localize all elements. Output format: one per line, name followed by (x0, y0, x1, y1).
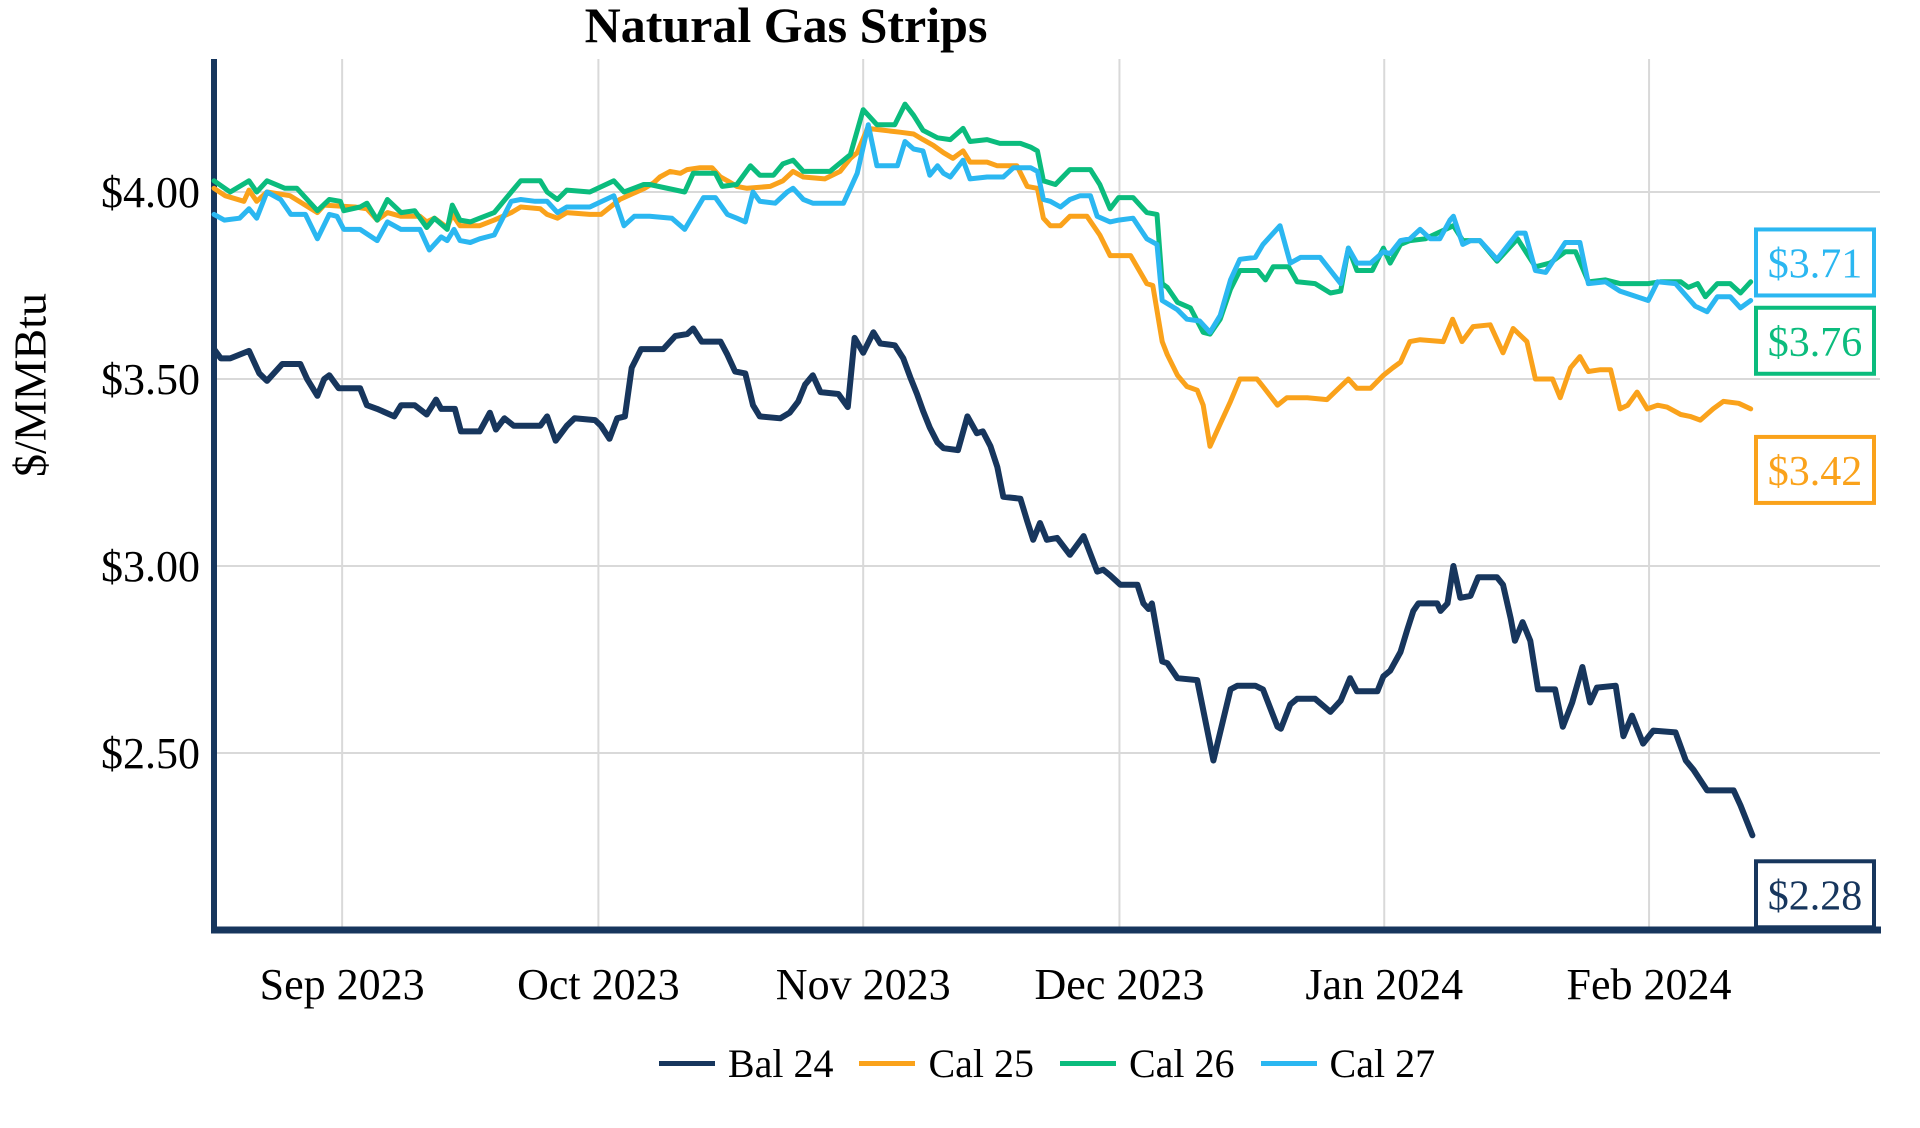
chart-title: Natural Gas Strips (584, 0, 988, 53)
legend-item-bal-24: Bal 24 (658, 1040, 834, 1087)
x-tick-label: Nov 2023 (776, 960, 951, 1009)
y-tick-label: $3.50 (101, 355, 200, 404)
x-tick-label: Jan 2024 (1305, 960, 1463, 1009)
legend-swatch-cal-26 (1060, 1061, 1116, 1066)
legend-item-cal-27: Cal 27 (1260, 1040, 1436, 1087)
legend-swatch-cal-25 (859, 1061, 916, 1066)
end-label-cal-25: $3.42 (1768, 449, 1863, 495)
x-tick-label: Dec 2023 (1035, 960, 1205, 1009)
end-label-bal-24: $2.28 (1768, 873, 1863, 919)
y-axis-title: $/MMBtu (4, 292, 56, 478)
y-tick-label: $3.00 (101, 542, 200, 591)
legend-label-cal-25: Cal 25 (928, 1041, 1034, 1086)
legend: Bal 24 Cal 25 Cal 26 Cal 27 (214, 1040, 1880, 1087)
legend-label-cal-27: Cal 27 (1329, 1041, 1436, 1086)
y-tick-label: $4.00 (101, 168, 200, 217)
series-line-bal-24 (211, 325, 1756, 839)
legend-label-cal-26: Cal 26 (1129, 1041, 1235, 1086)
series-line-cal-25 (211, 125, 1754, 449)
y-tick-label: $2.50 (101, 729, 200, 778)
end-label-cal-27: $3.71 (1768, 241, 1863, 287)
legend-swatch-cal-27 (1260, 1061, 1317, 1066)
end-label-cal-26: $3.76 (1768, 320, 1863, 366)
x-tick-label: Feb 2024 (1567, 960, 1732, 1009)
end-label-box-cal-25 (1754, 434, 1876, 505)
end-label-box-cal-26 (1754, 305, 1876, 376)
x-tick-label: Oct 2023 (517, 960, 680, 1009)
end-label-box-bal-24 (1754, 859, 1876, 930)
legend-swatch-bal-24 (658, 1061, 715, 1066)
series-line-cal-27 (211, 122, 1754, 335)
series-line-cal-26 (211, 101, 1754, 337)
legend-label-bal-24: Bal 24 (727, 1041, 834, 1086)
x-tick-label: Sep 2023 (260, 960, 425, 1009)
legend-item-cal-26: Cal 26 (1060, 1040, 1235, 1087)
legend-item-cal-25: Cal 25 (859, 1040, 1034, 1087)
end-label-box-cal-27 (1754, 227, 1876, 298)
